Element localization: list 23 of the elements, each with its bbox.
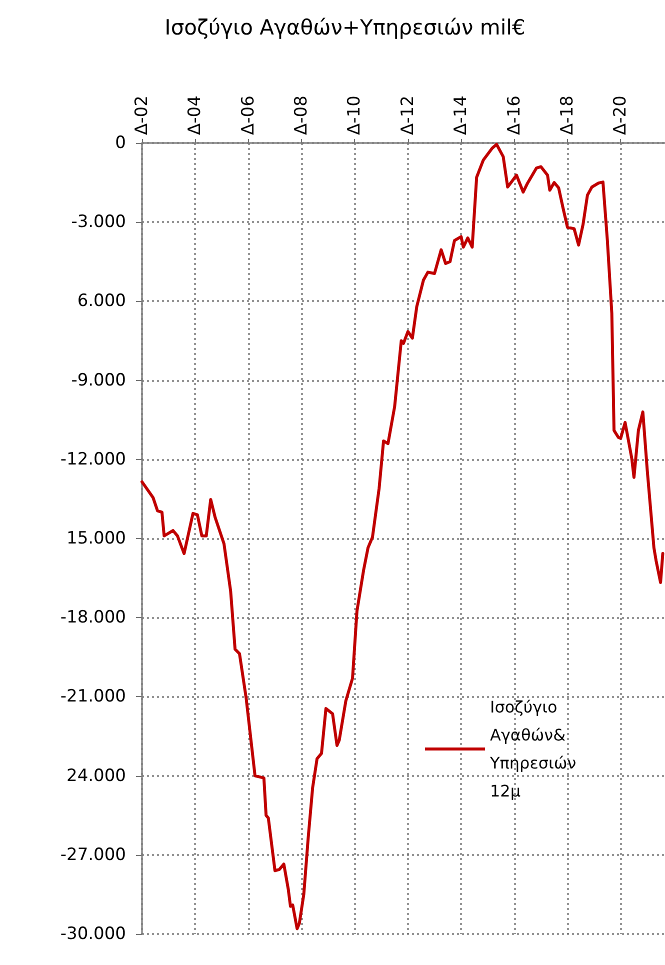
y-tick-label: 6.000 [77, 291, 126, 312]
x-tick-label: Δ-06 [238, 96, 258, 135]
y-tick-label: -12.000 [60, 449, 126, 470]
x-tick-label: Δ-16 [504, 96, 524, 135]
y-tick-label: 24.000 [66, 766, 126, 786]
legend-label: Ισοζύγιο Αγαθών& Υπηρεσιών 12μ [489, 698, 576, 800]
y-tick-label: -18.000 [60, 608, 126, 628]
y-tick-label: -30.000 [60, 924, 126, 944]
y-tick-label: -27.000 [60, 844, 126, 865]
y-tick-label: 0 [115, 133, 126, 153]
y-tick-label: -3.000 [71, 212, 126, 232]
x-tick-label: Δ-10 [344, 96, 365, 135]
x-tick-label: Δ-02 [132, 96, 152, 135]
x-tick-label: Δ-12 [398, 96, 418, 135]
x-tick-label: Δ-20 [610, 96, 631, 135]
x-tick-label: Δ-04 [185, 96, 206, 135]
y-tick-label: -9.000 [71, 370, 126, 390]
x-tick-label: Δ-18 [557, 96, 578, 135]
x-tick-label: Δ-14 [451, 96, 472, 135]
chart-title: Ισοζύγιο Αγαθών+Υπηρεσιών mil€ [164, 16, 526, 40]
y-tick-label: 15.000 [66, 528, 126, 548]
y-tick-label: -21.000 [60, 686, 126, 707]
x-tick-label: Δ-08 [292, 96, 312, 135]
